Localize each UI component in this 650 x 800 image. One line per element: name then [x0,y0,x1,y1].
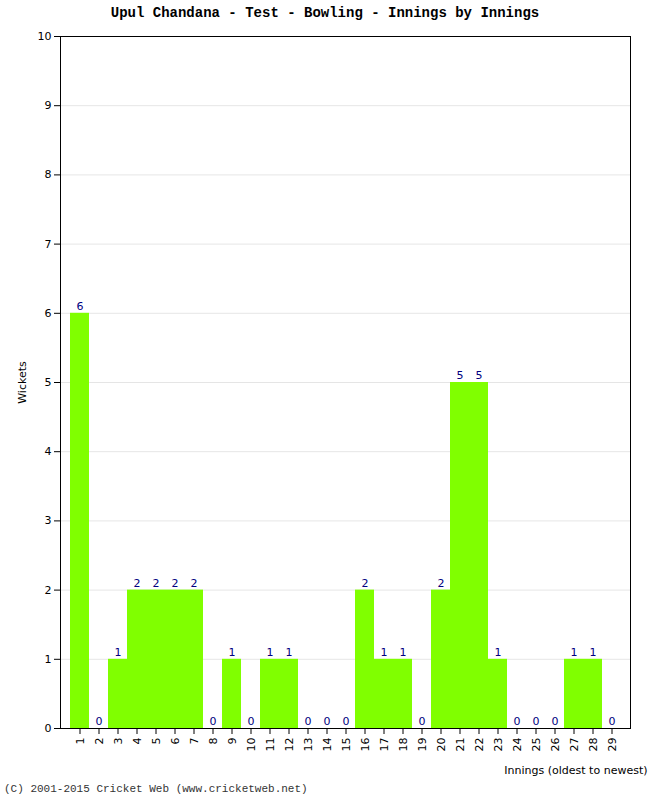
svg-text:7: 7 [188,738,201,745]
svg-text:0: 0 [305,715,312,728]
svg-text:6: 6 [45,307,52,320]
svg-text:1: 1 [495,646,502,659]
svg-text:5: 5 [45,376,52,389]
svg-text:11: 11 [264,738,277,752]
svg-text:2: 2 [362,577,369,590]
html-text:Upul Chandana - Test - Bowling: Upul Chandana - Test - Bowling - Innings… [110,5,540,21]
svg-text:18: 18 [397,738,410,752]
svg-text:2: 2 [191,577,198,590]
svg-text:14: 14 [321,738,334,752]
svg-text:2: 2 [93,738,106,745]
svg-text:Innings (oldest to newest): Innings (oldest to newest) [504,764,647,777]
svg-text:8: 8 [207,738,220,745]
svg-text:1: 1 [571,646,578,659]
svg-text:5: 5 [476,369,483,382]
svg-text:2: 2 [172,577,179,590]
svg-text:29: 29 [606,738,619,752]
svg-text:2: 2 [438,577,445,590]
svg-text:1: 1 [115,646,122,659]
svg-text:1: 1 [590,646,597,659]
svg-text:2: 2 [153,577,160,590]
svg-text:27: 27 [568,738,581,752]
svg-text:1: 1 [45,653,52,666]
svg-text:2: 2 [45,584,52,597]
svg-text:8: 8 [45,168,52,181]
svg-text:0: 0 [552,715,559,728]
svg-text:2: 2 [134,577,141,590]
svg-text:0: 0 [324,715,331,728]
svg-text:1: 1 [267,646,274,659]
svg-text:9: 9 [45,99,52,112]
svg-text:5: 5 [150,738,163,745]
svg-text:0: 0 [514,715,521,728]
svg-text:Wickets: Wickets [16,361,29,404]
svg-text:3: 3 [112,738,125,745]
svg-text:0: 0 [45,722,52,735]
svg-text:1: 1 [74,738,87,745]
svg-text:1: 1 [400,646,407,659]
svg-text:10: 10 [245,738,258,752]
svg-text:16: 16 [359,738,372,752]
svg-text:7: 7 [45,238,52,251]
svg-text:23: 23 [492,738,505,752]
svg-text:24: 24 [511,738,524,752]
svg-text:26: 26 [549,738,562,752]
svg-text:28: 28 [587,738,600,752]
svg-text:0: 0 [343,715,350,728]
svg-text:13: 13 [302,738,315,752]
svg-text:22: 22 [473,738,486,752]
svg-text:10: 10 [38,30,52,43]
svg-text:6: 6 [77,300,84,313]
svg-text:6: 6 [169,738,182,745]
html-text:(C) 2001-2015 Cricket Web (www: (C) 2001-2015 Cricket Web (www.cricketwe… [4,783,308,795]
svg-text:9: 9 [226,738,239,745]
svg-text:20: 20 [435,738,448,752]
svg-text:21: 21 [454,738,467,752]
svg-text:19: 19 [416,738,429,752]
svg-text:12: 12 [283,738,296,752]
svg-text:0: 0 [96,715,103,728]
svg-text:0: 0 [533,715,540,728]
svg-text:3: 3 [45,514,52,527]
svg-text:4: 4 [45,445,52,458]
svg-text:0: 0 [248,715,255,728]
svg-text:0: 0 [210,715,217,728]
svg-text:1: 1 [381,646,388,659]
svg-text:17: 17 [378,738,391,752]
svg-text:1: 1 [229,646,236,659]
svg-text:0: 0 [419,715,426,728]
svg-text:15: 15 [340,738,353,752]
svg-text:5: 5 [457,369,464,382]
svg-text:25: 25 [530,738,543,752]
svg-text:0: 0 [609,715,616,728]
svg-text:4: 4 [131,738,144,745]
svg-text:1: 1 [286,646,293,659]
